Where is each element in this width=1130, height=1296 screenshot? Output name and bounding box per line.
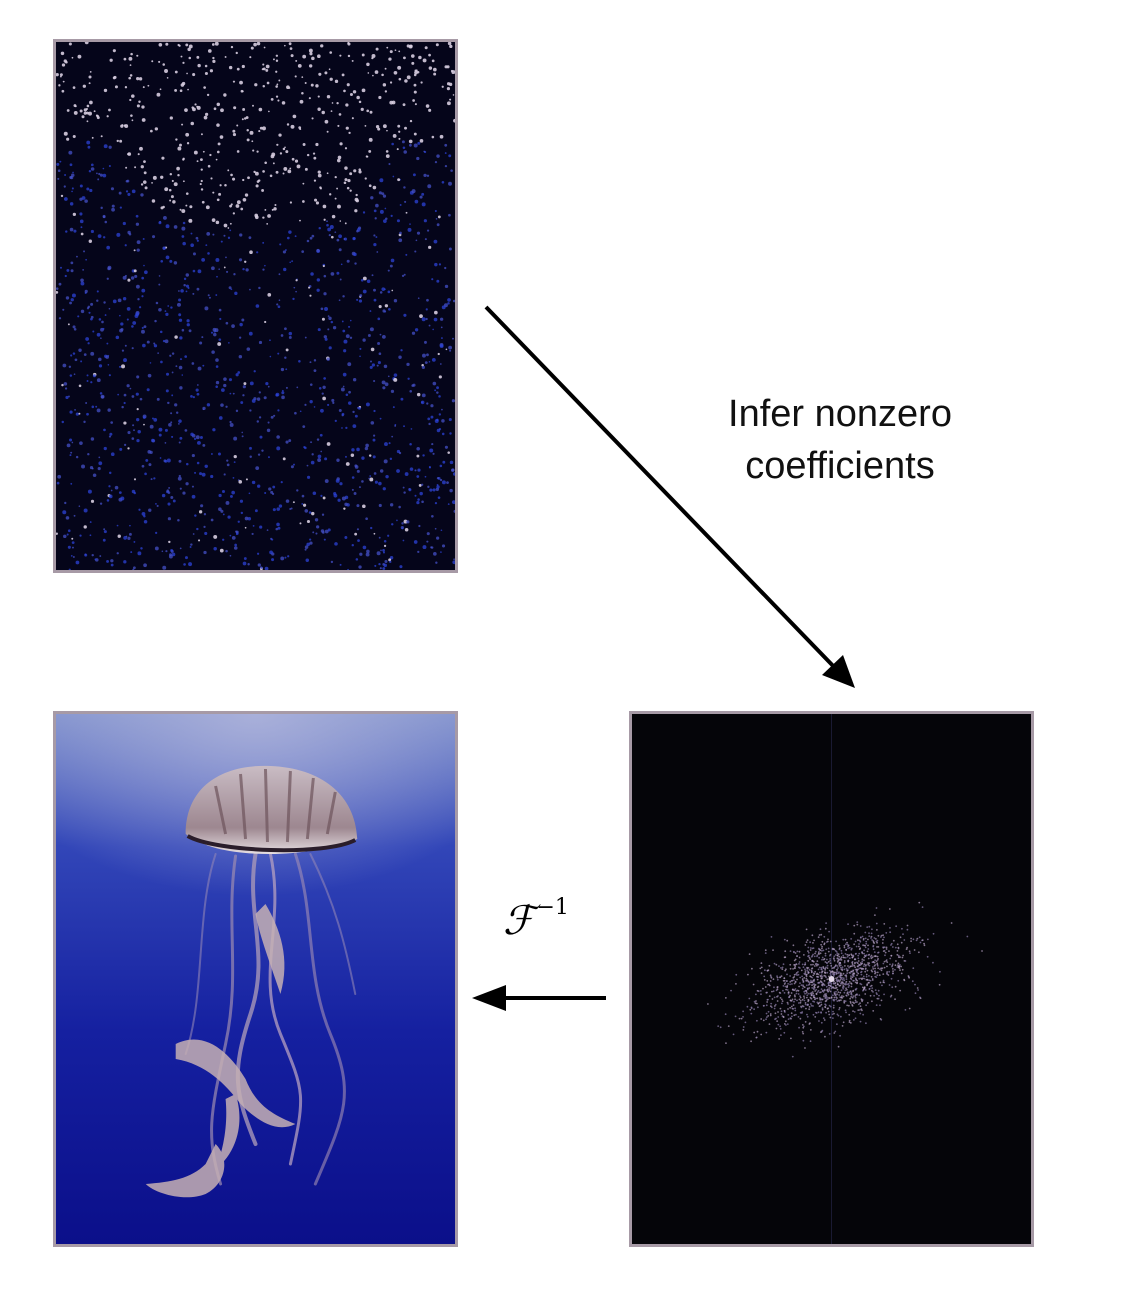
- caption-line-1: Infer nonzero: [728, 393, 952, 435]
- caption-line-2: coefficients: [745, 445, 935, 487]
- sparse-samples-image: [53, 39, 458, 573]
- inverse-fourier-label: ℱ−1: [503, 895, 569, 944]
- infer-arrow: [484, 305, 855, 688]
- fourier-coefficients-image: [629, 711, 1034, 1247]
- infer-caption: Infer nonzero coefficients: [690, 388, 990, 492]
- reconstructed-jellyfish-image: [53, 711, 458, 1247]
- inverse-superscript: −1: [536, 895, 569, 920]
- fourier-symbol: ℱ: [503, 898, 535, 944]
- inverse-fourier-arrow: [472, 985, 606, 1011]
